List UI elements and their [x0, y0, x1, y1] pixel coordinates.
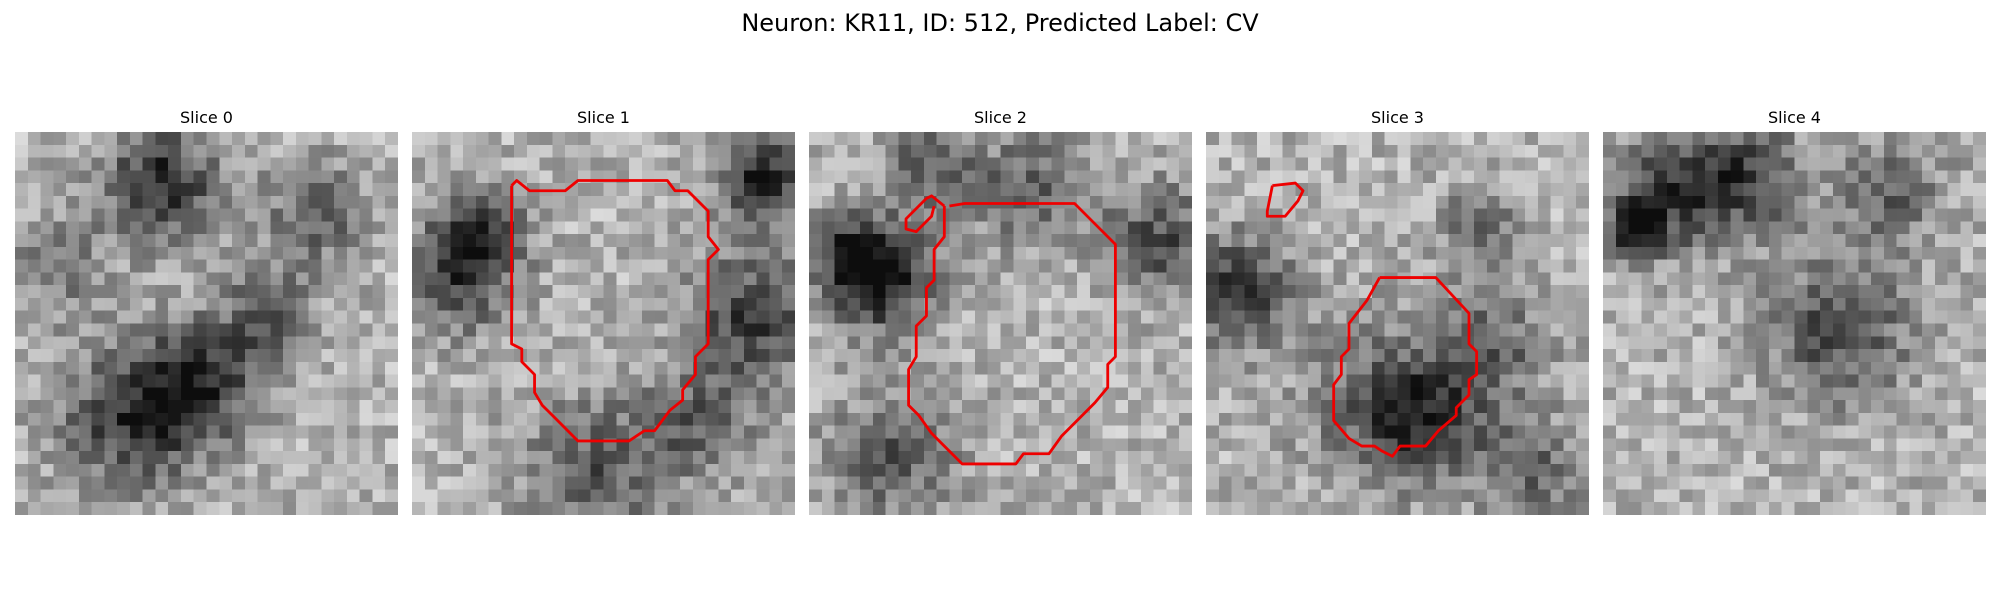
- slice-image: [1603, 132, 1986, 515]
- slice-image: [15, 132, 398, 515]
- slice-title: Slice 0: [180, 108, 233, 127]
- slice-panel-0: Slice 0: [15, 108, 398, 515]
- slice-title: Slice 4: [1768, 108, 1821, 127]
- slice-title: Slice 2: [974, 108, 1027, 127]
- slice-panel-4: Slice 4: [1603, 108, 1986, 515]
- slice-image: [1206, 132, 1589, 515]
- pixel-grid: [412, 132, 795, 515]
- roi-contour: [510, 179, 720, 443]
- slice-panel-3: Slice 3: [1206, 108, 1589, 515]
- slice-panel-1: Slice 1: [412, 108, 795, 515]
- roi-contour: [1265, 181, 1305, 218]
- slice-image: [412, 132, 795, 515]
- slice-title: Slice 1: [577, 108, 630, 127]
- roi-contour: [907, 202, 1117, 466]
- pixel-grid: [1603, 132, 1986, 515]
- slice-title: Slice 3: [1371, 108, 1424, 127]
- figure-title: Neuron: KR11, ID: 512, Predicted Label: …: [741, 9, 1259, 37]
- pixel-grid: [15, 132, 398, 515]
- pixel-grid: [1206, 132, 1589, 515]
- roi-contour: [1332, 276, 1479, 458]
- slice-panel-2: Slice 2: [809, 108, 1192, 515]
- roi-contour: [904, 194, 946, 233]
- pixel-grid: [809, 132, 1192, 515]
- slice-image: [809, 132, 1192, 515]
